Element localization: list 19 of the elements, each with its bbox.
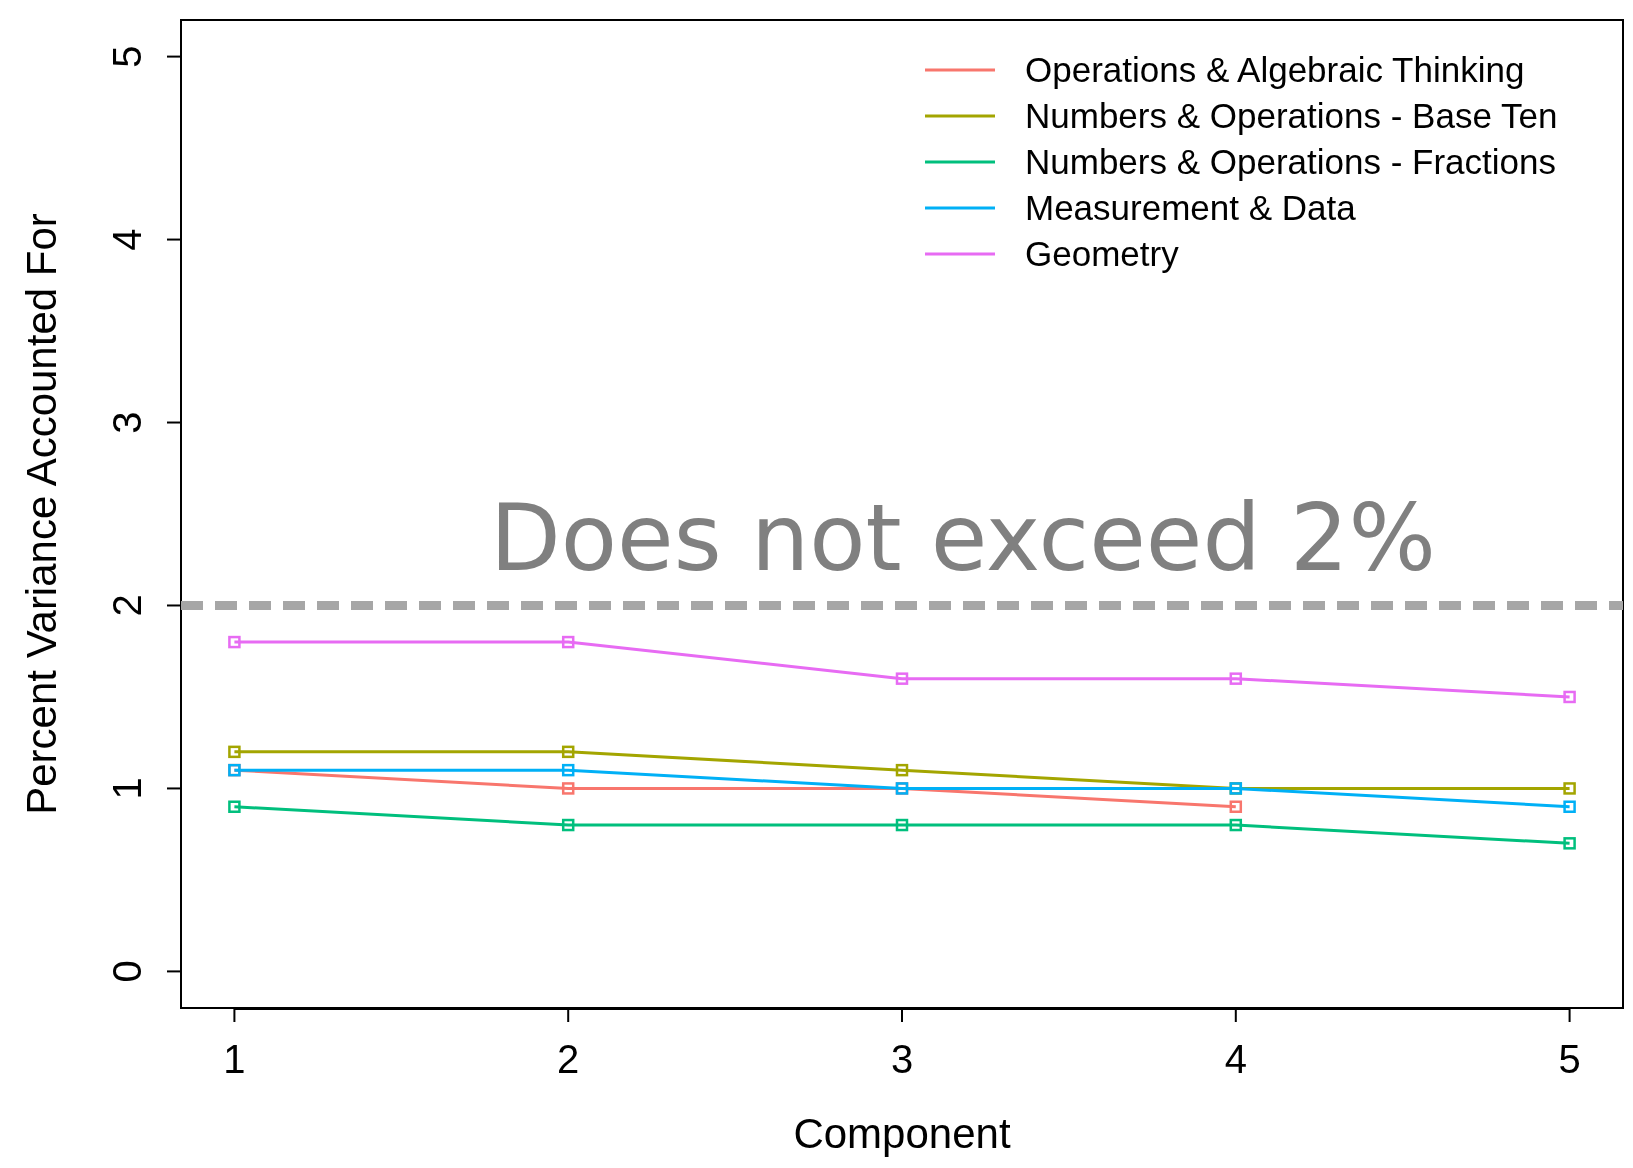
- x-tick-label: 5: [1558, 1037, 1581, 1081]
- ref-line-label: Does not exceed 2%: [489, 485, 1437, 593]
- y-tick-label: 5: [105, 45, 149, 68]
- x-tick-label: 3: [890, 1037, 914, 1081]
- y-tick-label: 1: [105, 777, 149, 800]
- y-tick-label: 2: [105, 594, 149, 617]
- legend-label: Numbers & Operations - Fractions: [1025, 142, 1557, 181]
- legend-label: Geometry: [1025, 234, 1180, 273]
- x-tick-label: 4: [1224, 1037, 1247, 1081]
- y-tick-label: 3: [105, 411, 149, 434]
- legend-label: Numbers & Operations - Base Ten: [1025, 96, 1558, 135]
- y-tick-label: 0: [105, 960, 149, 983]
- x-tick-label: 2: [557, 1037, 580, 1081]
- x-tick-label: 1: [223, 1037, 246, 1081]
- y-axis-title: Percent Variance Accounted For: [18, 213, 65, 815]
- legend-label: Measurement & Data: [1025, 188, 1357, 227]
- y-tick-label: 4: [105, 228, 149, 251]
- x-axis-title: Component: [793, 1110, 1011, 1157]
- legend-label: Operations & Algebraic Thinking: [1025, 50, 1525, 89]
